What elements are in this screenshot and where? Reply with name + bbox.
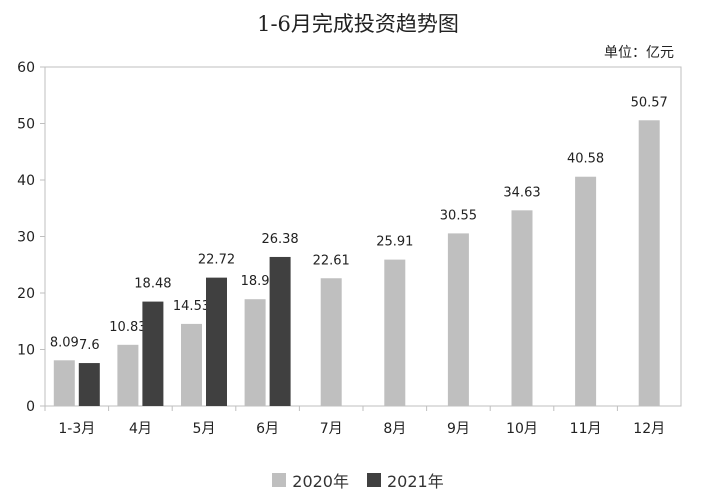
chart-title: 1-6月完成投资趋势图 xyxy=(257,12,459,36)
bar-2020 xyxy=(575,176,597,406)
x-tick-label: 10月 xyxy=(506,421,538,437)
data-label: 18.9 xyxy=(241,274,270,289)
legend: 2020年 2021年 xyxy=(0,468,716,492)
x-tick-label: 1-3月 xyxy=(58,421,95,437)
y-tick-label: 10 xyxy=(17,343,35,359)
x-tick-label: 9月 xyxy=(447,421,470,437)
bar-2020 xyxy=(511,210,533,406)
x-tick-label: 5月 xyxy=(193,421,216,437)
legend-item-2021: 2021年 xyxy=(367,468,444,492)
data-label: 30.55 xyxy=(440,208,477,223)
bar-2020 xyxy=(384,259,406,406)
data-label: 22.61 xyxy=(313,253,350,268)
y-tick-label: 0 xyxy=(26,399,35,415)
data-label: 14.53 xyxy=(173,299,210,314)
legend-label-2021: 2021年 xyxy=(387,472,444,491)
bar-2020 xyxy=(244,299,266,406)
bar-2020 xyxy=(320,278,342,406)
bar-2021 xyxy=(206,277,227,406)
bar-2020 xyxy=(447,233,469,406)
data-label: 34.63 xyxy=(503,185,540,200)
bar-2021 xyxy=(269,256,291,406)
bar-2021 xyxy=(142,301,164,406)
x-tick-label: 8月 xyxy=(383,421,406,437)
bar-2021 xyxy=(78,363,100,406)
y-tick-label: 40 xyxy=(17,173,35,189)
x-tick-label: 12月 xyxy=(633,421,665,437)
data-label: 50.57 xyxy=(631,95,668,110)
data-label: 40.58 xyxy=(567,152,604,167)
legend-swatch-2020 xyxy=(272,473,287,487)
y-tick-label: 20 xyxy=(17,286,35,302)
legend-item-2020: 2020年 xyxy=(272,468,349,492)
legend-label-2020: 2020年 xyxy=(292,472,349,491)
bar-2020 xyxy=(53,360,75,406)
x-tick-label: 7月 xyxy=(320,421,343,437)
x-tick-label: 6月 xyxy=(256,421,279,437)
data-label: 22.72 xyxy=(198,253,235,268)
bar-2020 xyxy=(638,120,660,406)
y-tick-label: 60 xyxy=(17,60,35,76)
data-label: 26.38 xyxy=(261,232,298,247)
x-tick-label: 4月 xyxy=(129,421,152,437)
x-tick-label: 11月 xyxy=(570,421,602,437)
y-tick-label: 30 xyxy=(17,230,35,246)
unit-label: 单位：亿元 xyxy=(604,45,674,61)
data-label: 10.83 xyxy=(109,320,146,335)
data-label: 8.09 xyxy=(50,335,79,350)
bar-2020 xyxy=(117,344,139,406)
bar-2020 xyxy=(181,323,202,406)
legend-swatch-2021 xyxy=(367,473,381,487)
data-label: 7.6 xyxy=(79,338,100,353)
data-label: 18.48 xyxy=(134,277,171,292)
y-tick-label: 50 xyxy=(17,117,35,133)
data-label: 25.91 xyxy=(376,235,413,250)
